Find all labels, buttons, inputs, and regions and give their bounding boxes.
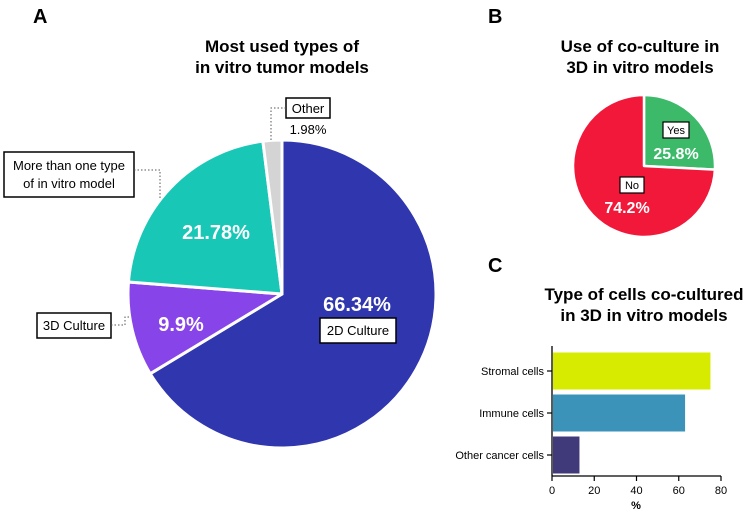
label-other: Other (292, 101, 325, 116)
label-yes: Yes (667, 125, 685, 137)
label-2d-culture: 2D Culture (327, 323, 389, 338)
bar-chart-c: Stromal cells Immune cells Other cancer … (455, 346, 727, 512)
label-box-3d (36, 312, 112, 339)
chart-b-title-line2: 3D in vitro models (566, 58, 713, 77)
bar-immune-cells (553, 394, 686, 432)
label-box-more (3, 151, 135, 198)
label-box-2d (319, 317, 397, 344)
pie-a-pct-more: 21.78% (182, 222, 250, 244)
pie-a-slice-more-than-one (126, 139, 284, 296)
x-axis-label: % (631, 500, 641, 512)
chart-c-title-line1: Type of cells co-cultured (544, 285, 743, 304)
pie-a-slice-3d-culture (126, 280, 284, 376)
label-more-line2: of in vitro model (23, 176, 115, 191)
y-label-other: Other cancer cells (455, 450, 544, 462)
x-tick-label-60: 60 (673, 485, 685, 497)
leader-3d (111, 316, 130, 326)
chart-b-title-line1: Use of co-culture in (561, 37, 720, 56)
label-box-yes (662, 121, 690, 139)
pie-a-pct-2d: 66.34% (323, 294, 391, 316)
label-box-no (619, 176, 645, 194)
bar-other-cancer-cells (553, 436, 580, 474)
y-label-immune: Immune cells (479, 408, 544, 420)
pie-a-pct-other: 1.98% (290, 122, 327, 137)
y-label-stromal: Stromal cells (481, 366, 544, 378)
x-tick-label-80: 80 (715, 485, 727, 497)
x-tick-label-40: 40 (630, 485, 642, 497)
pie-a-pct-3d: 9.9% (158, 314, 204, 336)
chart-a-title-line1: Most used types of (205, 37, 359, 56)
pie-a (126, 138, 438, 450)
x-tick-label-20: 20 (588, 485, 600, 497)
pie-b-pct-yes: 25.8% (653, 146, 698, 163)
label-more-line1: More than one type (13, 158, 125, 173)
bar-stromal-cells (553, 352, 711, 390)
x-tick-label-0: 0 (549, 485, 555, 497)
leader-more (134, 169, 161, 200)
pie-b-pct-no: 74.2% (604, 200, 649, 217)
pie-a-slice-other (261, 138, 284, 296)
chart-c-title-line2: in 3D in vitro models (560, 306, 727, 325)
pie-a-slice-2d-culture (148, 138, 438, 450)
label-3d-culture: 3D Culture (43, 318, 105, 333)
leader-other (270, 107, 286, 142)
chart-a-title-line2: in vitro tumor models (195, 58, 369, 77)
pie-b-slice-no (571, 93, 717, 239)
label-no: No (625, 180, 639, 192)
panel-letter-a: A (33, 6, 47, 28)
panel-letter-c: C (488, 255, 502, 277)
panel-letter-b: B (488, 6, 502, 28)
